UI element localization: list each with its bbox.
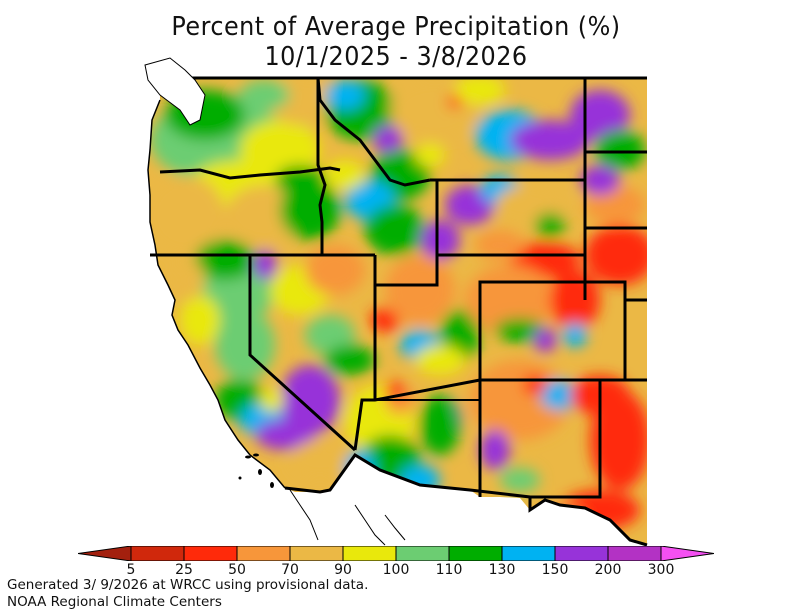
legend-70-90: [289, 546, 344, 561]
legend-5-25: [130, 546, 185, 561]
legend-90-100: [342, 546, 397, 561]
generated-note: Generated 3/ 9/2026 at WRCC using provis…: [7, 577, 369, 593]
legend-200-300: [607, 546, 662, 561]
legend-110-130: [448, 546, 503, 561]
legend-tick: 300: [647, 562, 675, 578]
legend-tick: 70: [281, 562, 299, 578]
channel-islands: [238, 453, 274, 488]
legend-tick: 130: [488, 562, 516, 578]
legend-tick: 100: [382, 562, 410, 578]
legend-tick: 5: [126, 562, 136, 578]
legend-100-110: [395, 546, 450, 561]
mexico-outline: [289, 489, 406, 546]
legend-tick: 150: [541, 562, 569, 578]
legend-tick: 50: [228, 562, 246, 578]
legend-tick-labels: 5 25 50 70 90 100 110 130 150 200 300: [0, 562, 792, 578]
date-range-subtitle: 10/1/2025 - 3/8/2026: [264, 42, 528, 72]
legend-tick: 90: [334, 562, 352, 578]
legend-below-5: [78, 546, 132, 561]
chart-title: Percent of Average Precipitation (%): [171, 12, 621, 42]
legend-tick: 25: [175, 562, 193, 578]
legend-above-300: [660, 546, 714, 561]
puget-sound: [144, 57, 206, 126]
state-boundaries: [147, 76, 648, 547]
legend-tick: 200: [594, 562, 622, 578]
legend-130-150: [501, 546, 556, 561]
legend-150-200: [554, 546, 609, 561]
source-credit: NOAA Regional Climate Centers: [7, 594, 222, 610]
color-legend: [78, 546, 714, 561]
legend-50-70: [236, 546, 291, 561]
legend-tick: 110: [435, 562, 463, 578]
legend-25-50: [183, 546, 238, 561]
